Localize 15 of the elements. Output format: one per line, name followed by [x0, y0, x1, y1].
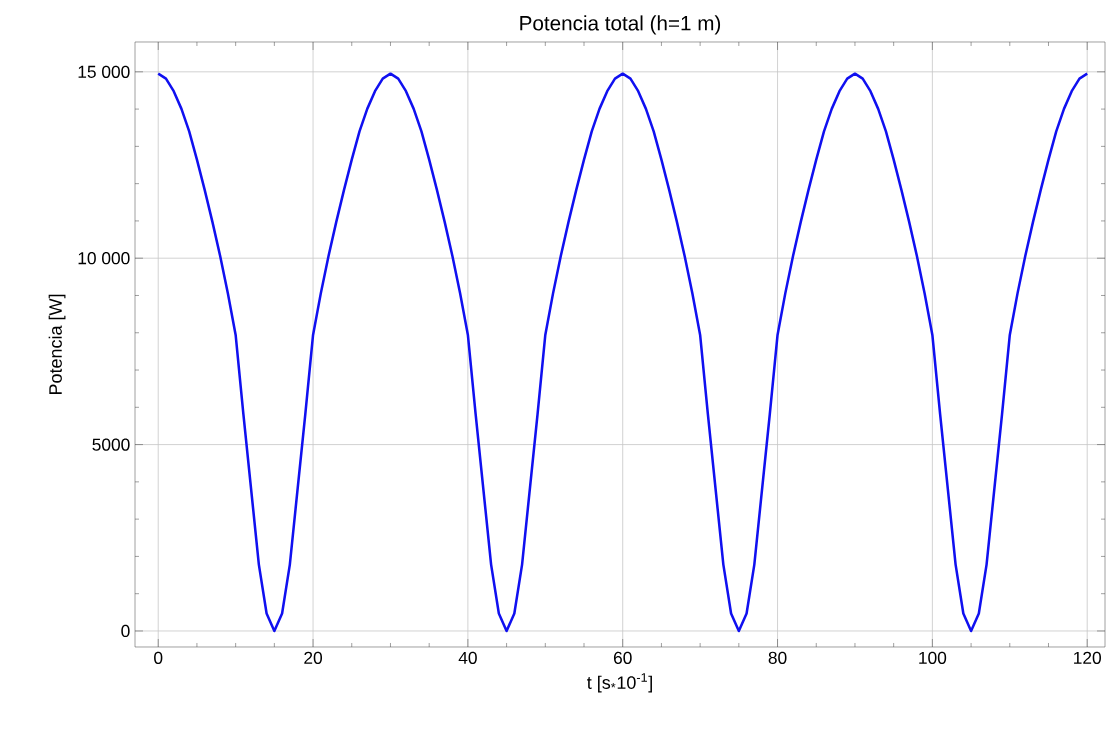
x-tick-label: 60 [613, 651, 632, 664]
x-tick-label: 0 [154, 651, 163, 664]
y-tick-label: 0 [121, 624, 130, 638]
x-tick-label: 100 [919, 651, 947, 664]
y-tick-label: 5000 [92, 438, 130, 451]
y-tick-label: 15 000 [78, 65, 130, 78]
x-tick-label: 20 [304, 651, 323, 664]
x-tick-label: 40 [458, 651, 477, 664]
x-tick-label: 120 [1074, 651, 1101, 664]
y-tick-label: 10 000 [78, 252, 130, 265]
chart-title: Potencia total (h=1 m) [520, 15, 721, 35]
line-series [156, 72, 1089, 633]
x-axis-title: t [s$_{*}$10$^{-1}$] [587, 673, 652, 693]
x-tick-label: 80 [768, 651, 787, 664]
y-axis-title: Potencia [W] [48, 294, 66, 395]
